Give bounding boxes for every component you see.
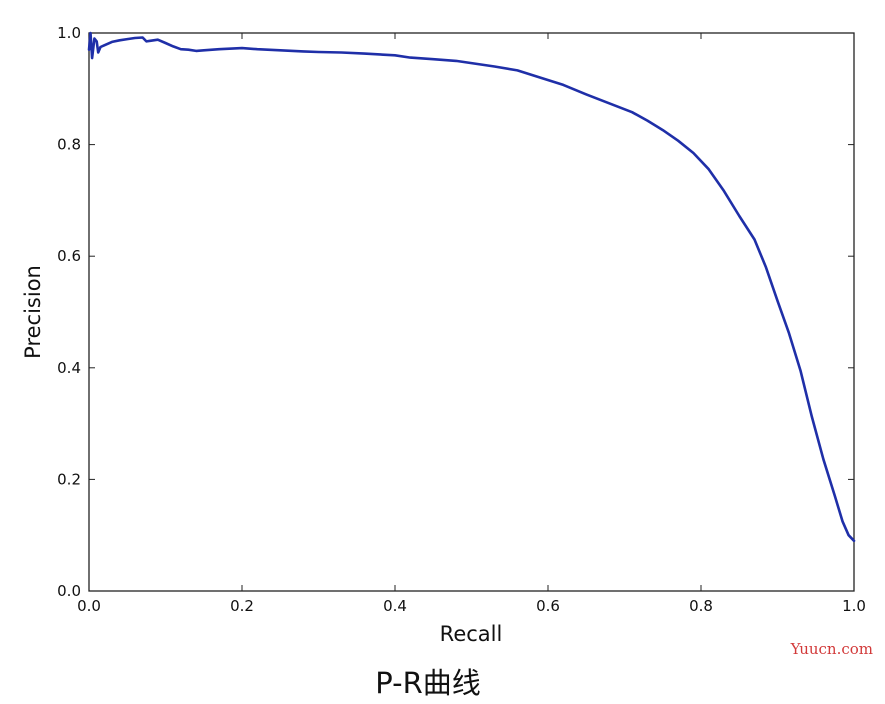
y-axis-label: Precision [21,265,45,359]
y-tick-label: 0.4 [57,359,81,377]
x-tick-label: 0.6 [536,597,560,615]
y-tick-label: 0.6 [57,247,81,265]
y-tick-label: 1.0 [57,24,81,42]
y-tick-label: 0.8 [57,136,81,154]
pr-curve-line [87,31,856,543]
watermark-text: Yuucn.com [790,640,873,658]
x-tick-label: 0.8 [689,597,713,615]
x-axis: 0.0 0.2 0.4 0.6 0.8 1.0 [77,33,866,615]
x-tick-label: 0.0 [77,597,101,615]
x-tick-label: 0.4 [383,597,407,615]
x-tick-label: 0.2 [230,597,254,615]
y-tick-label: 0.2 [57,470,81,488]
x-axis-label: Recall [440,622,503,646]
chart-caption: P-R曲线 [375,666,480,700]
y-tick-label: 0.0 [57,582,81,600]
plot-area [88,32,855,592]
x-tick-label: 1.0 [842,597,866,615]
y-axis: 0.0 0.2 0.4 0.6 0.8 1.0 [57,24,854,600]
